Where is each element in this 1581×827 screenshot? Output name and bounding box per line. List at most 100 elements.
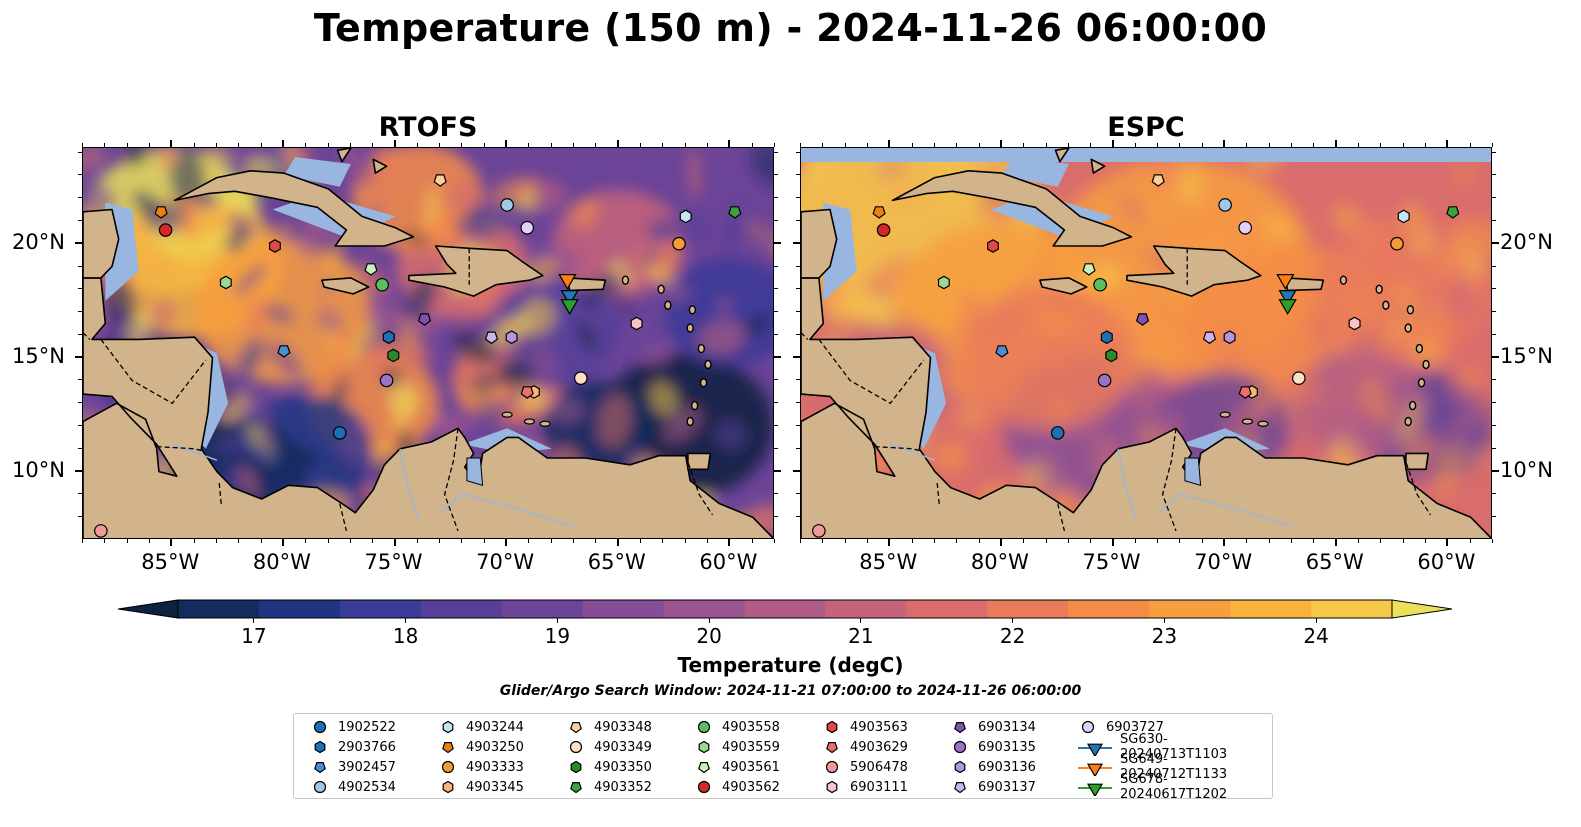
float-marker-4903562	[876, 223, 891, 237]
lon-minor-tick	[193, 539, 195, 543]
legend-marker-5906478	[825, 760, 839, 774]
colorbar	[117, 598, 1453, 620]
lon-minor-tick	[215, 539, 217, 543]
lat-minor-tick	[774, 311, 778, 313]
lon-minor-tick	[148, 143, 150, 147]
lat-minor-tick	[1492, 493, 1496, 495]
float-marker-4903352	[728, 206, 742, 219]
lon-minor-tick	[528, 143, 530, 147]
lat-minor-tick	[78, 288, 82, 290]
colorbar-tick	[860, 618, 862, 623]
lon-tick-mark-top	[1446, 140, 1449, 147]
island	[621, 275, 630, 285]
legend-label: 4902534	[338, 779, 396, 795]
country-border	[100, 339, 207, 405]
lon-tick-mark	[170, 539, 173, 546]
island	[1417, 378, 1426, 388]
legend-item-4902534: 4902534	[310, 777, 396, 797]
river	[1117, 448, 1137, 518]
lat-minor-tick	[774, 288, 778, 290]
island	[686, 416, 694, 427]
lon-minor-tick	[1291, 539, 1293, 543]
legend-item-6903135: 6903135	[950, 737, 1036, 757]
lon-minor-tick	[238, 143, 240, 147]
lat-minor-tick	[78, 447, 82, 449]
lon-minor-tick	[1201, 143, 1203, 147]
colorbar-tick	[405, 618, 407, 623]
lon-tick-mark-top	[1223, 140, 1226, 147]
lat-tick-label: 15°N	[12, 343, 65, 368]
lon-tick-mark-top	[1111, 140, 1114, 147]
legend-marker-6903136	[954, 760, 966, 774]
legend-label: 6903137	[978, 779, 1036, 795]
legend-marker-6903111	[826, 780, 838, 794]
legend-label: 4903562	[722, 779, 780, 795]
colorbar-segment	[906, 600, 988, 618]
lon-tick-mark-top	[616, 140, 619, 147]
lat-minor-tick	[1492, 516, 1496, 518]
float-marker-SG678-20240617T1202	[1278, 299, 1297, 315]
lon-minor-tick	[1157, 539, 1159, 543]
float-marker-4903558	[375, 277, 389, 292]
float-marker-4903250	[154, 206, 168, 219]
lon-minor-tick	[1179, 539, 1181, 543]
float-marker-SG630-20240713T1103	[560, 290, 579, 306]
float-marker-SG678-20240617T1202	[560, 299, 579, 315]
legend-label: 4903561	[722, 759, 780, 775]
legend-item-5906478: 5906478	[822, 757, 908, 777]
lon-minor-tick	[1358, 539, 1360, 543]
lon-minor-tick	[1246, 143, 1248, 147]
colorbar-tick	[708, 618, 710, 623]
legend-marker-4903350	[570, 760, 582, 774]
lon-minor-tick	[1045, 539, 1047, 543]
lat-minor-tick	[774, 151, 778, 153]
colorbar-tick-label: 24	[1303, 624, 1329, 648]
island	[657, 284, 665, 295]
float-marker-4903629	[1238, 386, 1252, 399]
lat-minor-tick	[1492, 425, 1496, 427]
lon-minor-tick	[800, 143, 801, 147]
lon-minor-tick	[1023, 143, 1025, 147]
float-marker-4903350	[387, 348, 400, 363]
colorbar-tick-label: 22	[999, 624, 1026, 648]
country-border	[685, 455, 714, 516]
lon-minor-tick	[822, 539, 824, 543]
legend-item-SG630-20240713T1103: SG630-20240713T1103	[1078, 732, 1272, 762]
colorbar-tick-label: 17	[241, 624, 267, 648]
lat-tick-label: 15°N	[1500, 343, 1553, 368]
legend-item-SG649-20240712T1133: SG649-20240712T1133	[1078, 752, 1272, 782]
country-border	[818, 339, 925, 405]
lon-minor-tick	[978, 539, 980, 543]
legend-marker-4903561	[698, 761, 710, 774]
lat-minor-tick	[774, 265, 778, 267]
legend-marker-4903349	[569, 740, 583, 754]
country-border	[874, 445, 922, 452]
lon-tick-mark-top	[281, 140, 284, 147]
lat-tick-label: 10°N	[12, 457, 65, 482]
lon-minor-tick	[751, 539, 753, 543]
island	[1219, 411, 1231, 418]
country-border	[1161, 428, 1177, 532]
lat-minor-tick	[796, 379, 800, 381]
island	[1406, 305, 1415, 315]
colorbar-segment	[744, 600, 827, 618]
colorbar-tick-label: 23	[1151, 624, 1178, 648]
colorbar-segment	[663, 600, 746, 618]
colorbar-tick	[1163, 618, 1165, 623]
lon-minor-tick	[1045, 143, 1047, 147]
lat-tick-mark-inner	[774, 355, 781, 358]
country-border	[1403, 455, 1432, 516]
colorbar-segment	[1068, 600, 1150, 618]
legend-item-3902457: 3902457	[310, 757, 396, 777]
lon-tick-label: 60°W	[1417, 550, 1476, 574]
float-marker-2903766	[1100, 330, 1113, 345]
figure-title: Temperature (150 m) - 2024-11-26 06:00:0…	[313, 6, 1268, 50]
lon-minor-tick	[416, 539, 418, 543]
landmass	[173, 169, 415, 247]
lon-minor-tick	[461, 143, 463, 147]
legend-item-4903349: 4903349	[566, 737, 652, 757]
lon-minor-tick	[956, 143, 958, 147]
lon-minor-tick	[1469, 143, 1471, 147]
float-marker-4903244	[679, 209, 692, 224]
legend-label: 4903349	[594, 739, 652, 755]
